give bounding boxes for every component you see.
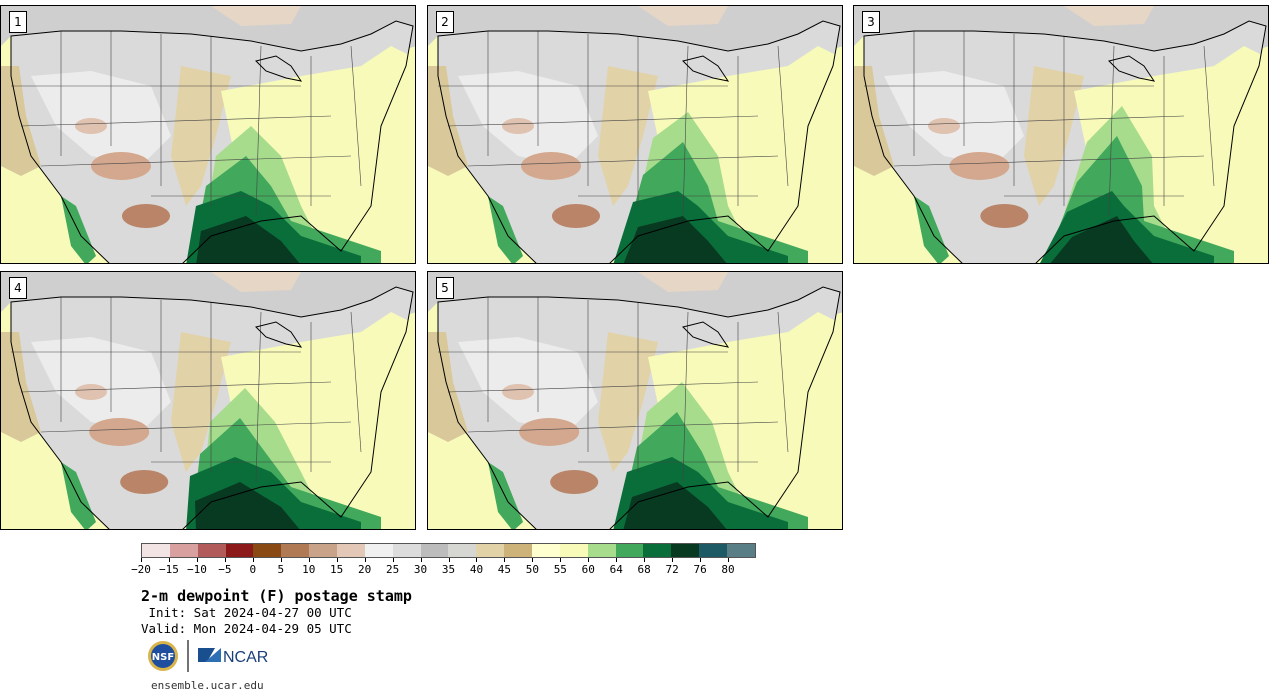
colorbar-tick [728,558,730,562]
colorbar-tick [504,558,506,562]
colorbar-tick-label: −15 [159,563,179,576]
colorbar-tick [364,558,366,562]
colorbar-tick [476,558,478,562]
colorbar-tick-label: 10 [302,563,316,576]
dewpoint-colorbar [141,543,756,558]
ensemble-member-map-4: 4 [0,271,416,530]
colorbar-cell [197,544,226,557]
member-number-label: 5 [436,277,454,299]
colorbar-tick [280,558,282,562]
colorbar-tick-label: 15 [330,563,344,576]
colorbar-cell [615,544,644,557]
colorbar-tick [588,558,590,562]
colorbar-cell [476,544,505,557]
ensemble-member-map-3: 3 [853,5,1269,264]
dewpoint-map [428,6,842,263]
colorbar-tick [141,558,142,562]
colorbar-tick-label: 35 [441,563,456,576]
member-number-label: 1 [9,11,27,33]
ncar-logo: NCAR [198,648,268,666]
colorbar-tick-label: −10 [186,563,207,576]
colorbar-ticks: −20 −15 −10 −5 0 5 10 15 20 25 30 35 40 45 50 55 60 64 68 7… [131,558,756,578]
svg-text:NSF: NSF [152,652,174,663]
website-url: ensemble.ucar.edu [151,679,264,692]
colorbar-tick [308,558,310,562]
nsf-logo: NSF [148,641,178,671]
colorbar-tick-label: −20 [131,563,151,576]
colorbar-cell [587,544,616,557]
colorbar-tick-label: 55 [553,563,567,576]
colorbar-tick [336,558,338,562]
colorbar-cell [392,544,421,557]
colorbar-cell [169,544,198,557]
colorbar-tick [672,558,674,562]
colorbar-cell [699,544,728,557]
colorbar-tick-label: 5 [277,563,285,576]
dewpoint-map [1,272,415,529]
colorbar-tick-label: 64 [609,563,623,576]
chart-title: 2-m dewpoint (F) postage stamp [141,587,412,605]
colorbar-cell [309,544,338,557]
dewpoint-map [854,6,1268,263]
member-number-label: 4 [9,277,27,299]
colorbar-cell [253,544,282,557]
colorbar-cell [225,544,254,557]
colorbar-tick [700,558,702,562]
ensemble-member-map-1: 1 [0,5,416,264]
colorbar-cell [142,544,170,557]
ensemble-member-map-5: 5 [427,271,843,530]
colorbar-tick-label: 50 [525,563,539,576]
colorbar-tick [560,558,562,562]
colorbar-tick [420,558,422,562]
colorbar-tick [644,558,646,562]
dewpoint-map [428,272,842,529]
colorbar-tick [224,558,226,562]
colorbar-cell [727,544,755,557]
colorbar-tick-label: 30 [413,563,428,576]
colorbar-tick-label: 40 [469,563,484,576]
colorbar-tick-label: 76 [693,563,707,576]
colorbar-tick [196,558,198,562]
colorbar-cell [504,544,533,557]
colorbar-tick-label: 60 [581,563,595,576]
colorbar-tick-label: 0 [249,563,257,576]
colorbar-tick [252,558,254,562]
colorbar-cell [671,544,700,557]
colorbar-cell [337,544,365,557]
colorbar-cell [559,544,588,557]
ensemble-member-map-2: 2 [427,5,843,264]
dewpoint-map [1,6,415,263]
colorbar-tick-label: 45 [497,563,512,576]
member-number-label: 3 [862,11,880,33]
colorbar-cell [364,544,393,557]
colorbar-tick-label: 72 [665,563,679,576]
colorbar-tick-label: 80 [721,563,735,576]
colorbar-tick [168,558,170,562]
colorbar-tick [532,558,534,562]
colorbar-tick [392,558,394,562]
colorbar-tick-label: 20 [358,563,372,576]
colorbar-cell [532,544,560,557]
colorbar-tick [616,558,618,562]
colorbar-tick-label: 68 [637,563,651,576]
svg-text:NCAR: NCAR [223,649,268,666]
logos: NSF NCAR [145,638,275,674]
init-time: Init: Sat 2024-04-27 00 UTC [141,605,352,620]
colorbar-cell [281,544,310,557]
colorbar-cell [420,544,449,557]
colorbar-tick-label: 25 [385,563,400,576]
member-number-label: 2 [436,11,454,33]
colorbar-cell [643,544,672,557]
colorbar-cell [448,544,477,557]
valid-time: Valid: Mon 2024-04-29 05 UTC [141,621,352,636]
colorbar-tick-label: −5 [218,563,232,576]
colorbar-tick [448,558,450,562]
